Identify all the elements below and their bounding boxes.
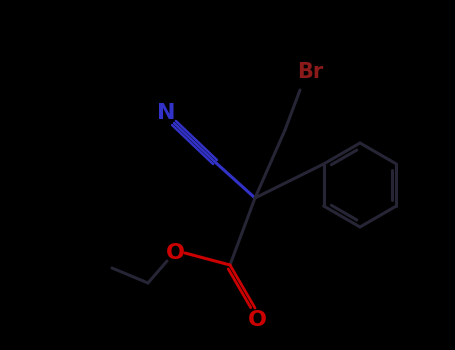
Text: Br: Br bbox=[297, 62, 323, 82]
Text: N: N bbox=[157, 103, 175, 123]
Text: O: O bbox=[248, 310, 267, 330]
Text: O: O bbox=[166, 243, 184, 263]
